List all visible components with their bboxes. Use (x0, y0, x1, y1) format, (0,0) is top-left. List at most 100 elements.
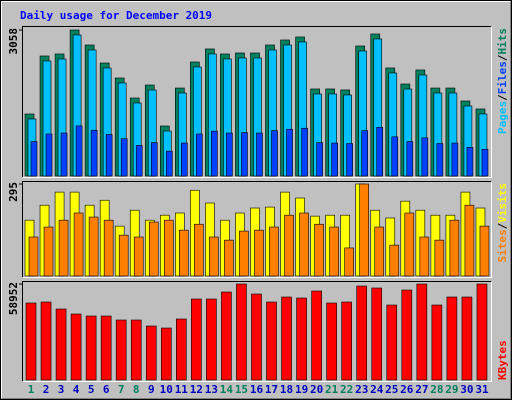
bar (239, 230, 249, 277)
bar (301, 127, 308, 177)
bar (436, 143, 444, 177)
x-tick-label: 8 (133, 383, 140, 396)
bar (481, 148, 489, 177)
legend-entry: Visits (496, 183, 509, 223)
chart-title: Daily usage for December 2019 (20, 9, 212, 22)
bar (311, 290, 322, 381)
bar (356, 285, 368, 381)
bar (30, 141, 38, 177)
bar (28, 236, 39, 277)
bar (461, 296, 473, 381)
bar (329, 226, 339, 277)
legend: Sites/Visits (496, 183, 509, 263)
bar (374, 226, 385, 277)
bar (416, 283, 428, 381)
bar (281, 296, 292, 381)
panel-edge-light (22, 181, 492, 278)
bar (269, 226, 279, 277)
x-tick-label: 12 (190, 383, 203, 396)
legend-entry: Pages (496, 101, 509, 134)
bar (60, 132, 68, 177)
bar (316, 142, 323, 177)
bar (371, 287, 383, 381)
bar (451, 142, 459, 177)
bar (55, 308, 67, 381)
bar (194, 223, 204, 277)
bar (206, 298, 217, 381)
bar (266, 301, 277, 381)
bar (176, 318, 187, 381)
x-tick-label: 22 (340, 383, 353, 396)
bar (449, 219, 460, 277)
bar (406, 141, 414, 177)
bar (211, 130, 218, 177)
bar (70, 313, 82, 381)
bar (389, 244, 400, 277)
bar (118, 234, 129, 277)
bar (421, 137, 429, 177)
bar (404, 212, 415, 277)
y-tick-label: 3058 (7, 28, 20, 55)
bar (88, 216, 99, 277)
bar (133, 236, 144, 277)
bar (148, 221, 159, 277)
bar (25, 302, 37, 381)
bar (150, 142, 158, 177)
bar (286, 128, 293, 177)
bar (464, 204, 475, 277)
bar (224, 239, 234, 277)
bar (90, 129, 98, 177)
x-tick-label: 23 (355, 383, 368, 396)
bar (419, 236, 430, 277)
y-tick-label: 295 (7, 182, 20, 202)
bar (344, 247, 354, 277)
panel-edge-light (22, 281, 492, 382)
bar (75, 125, 83, 177)
bar (58, 219, 69, 277)
legend-entry: Hits (496, 28, 509, 55)
x-tick-label: 2 (43, 383, 50, 396)
bar (40, 301, 52, 381)
x-tick-label: 7 (118, 383, 125, 396)
bar (73, 212, 84, 277)
bar (331, 142, 338, 177)
bar (466, 147, 474, 177)
legend-separator: / (496, 222, 509, 229)
bar (314, 223, 324, 277)
x-tick-label: 28 (430, 383, 443, 396)
bar (179, 229, 189, 277)
bar (85, 315, 97, 381)
bar (299, 212, 309, 277)
x-tick-label: 25 (385, 383, 398, 396)
bar (271, 130, 278, 177)
bar (386, 304, 398, 381)
x-tick-label: 5 (88, 383, 95, 396)
x-tick-label: 26 (400, 383, 414, 396)
legend-separator: / (496, 54, 509, 61)
bar (135, 145, 143, 177)
bar (241, 132, 248, 177)
bar (254, 229, 264, 277)
x-tick-label: 13 (205, 383, 218, 396)
bar (160, 327, 172, 381)
bar (105, 134, 113, 177)
x-tick-label: 11 (175, 383, 189, 396)
bar (359, 183, 370, 277)
x-tick-label: 29 (445, 383, 458, 396)
x-tick-label: 10 (160, 383, 173, 396)
bar (476, 283, 488, 381)
x-tick-label: 3 (58, 383, 65, 396)
bar (221, 291, 232, 381)
x-tick-label: 9 (148, 383, 155, 396)
bar (251, 293, 262, 381)
bar (103, 219, 114, 277)
bar (165, 150, 173, 177)
bar (341, 301, 352, 381)
bar (376, 127, 384, 177)
panel-edge-dark (22, 181, 492, 278)
legend-entry: Sites (496, 229, 509, 262)
bar (130, 319, 142, 381)
bar (431, 304, 443, 381)
